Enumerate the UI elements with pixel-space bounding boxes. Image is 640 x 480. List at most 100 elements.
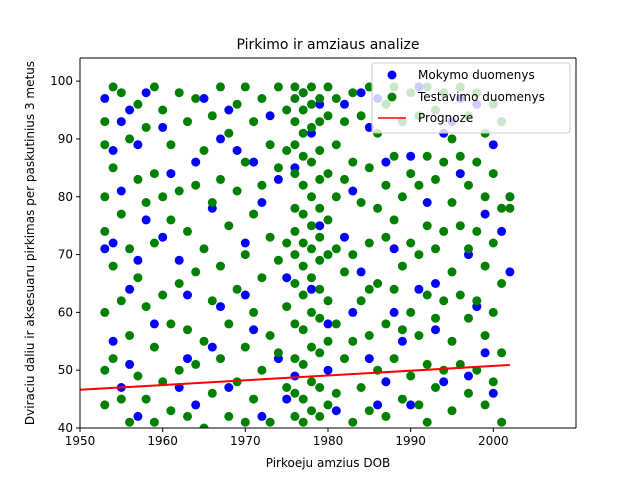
data-point (422, 198, 432, 207)
data-point (356, 267, 366, 277)
data-point (216, 174, 225, 184)
data-point (298, 128, 308, 138)
data-point (331, 94, 341, 103)
data-point (191, 94, 201, 103)
data-point (455, 290, 465, 300)
data-point (166, 215, 176, 225)
data-point (108, 163, 118, 173)
data-point (158, 192, 168, 202)
data-point (232, 284, 242, 294)
chart-title: Pirkimo ir amziaus analize (237, 37, 420, 53)
data-point (125, 244, 135, 254)
data-point (240, 342, 250, 352)
data-point (497, 279, 507, 288)
data-point (265, 331, 275, 340)
y-tick-label: 100 (50, 74, 73, 88)
data-point (431, 244, 440, 254)
data-point (389, 215, 399, 225)
data-point (141, 198, 151, 207)
data-point (323, 365, 333, 375)
data-point (348, 157, 358, 167)
data-point (397, 394, 407, 404)
data-point (298, 325, 308, 335)
data-point (373, 400, 383, 410)
data-point (307, 273, 316, 283)
data-point (290, 169, 300, 179)
data-point (439, 377, 449, 387)
data-point (381, 377, 391, 387)
data-point (290, 94, 300, 103)
data-point (340, 99, 349, 109)
data-point (389, 354, 399, 364)
data-point (348, 336, 358, 346)
data-point (307, 307, 316, 317)
data-point (191, 180, 201, 190)
data-point (356, 198, 366, 207)
data-point (455, 169, 465, 179)
data-point (439, 157, 449, 167)
data-point (414, 284, 424, 294)
data-point (431, 313, 440, 323)
data-point (100, 365, 110, 375)
data-point (133, 99, 143, 109)
data-point (488, 307, 498, 317)
data-point (273, 174, 283, 184)
data-point (340, 174, 349, 184)
data-point (298, 151, 308, 161)
data-point (116, 186, 126, 196)
data-point (331, 388, 341, 398)
data-point (307, 284, 316, 294)
data-point (257, 94, 267, 103)
data-point (323, 215, 333, 225)
data-point (364, 163, 374, 173)
y-tick-label: 60 (58, 305, 73, 319)
data-point (240, 250, 250, 260)
data-point (331, 406, 341, 416)
data-point (282, 238, 292, 248)
data-point (315, 411, 325, 421)
data-point (240, 238, 250, 248)
x-tick-label: 1990 (395, 434, 426, 448)
data-point (331, 244, 341, 254)
data-point (389, 284, 399, 294)
data-point (488, 169, 498, 179)
data-point (133, 255, 143, 265)
data-point (249, 209, 259, 219)
data-point (488, 238, 498, 248)
y-tick-label: 40 (58, 421, 73, 435)
data-point (307, 122, 316, 132)
data-point (447, 134, 457, 144)
data-point (307, 192, 316, 202)
data-point (348, 186, 358, 196)
data-point (348, 250, 358, 260)
data-point (232, 146, 242, 155)
series-2 (80, 364, 510, 391)
data-point (323, 296, 333, 306)
data-point (108, 146, 118, 155)
data-point (497, 348, 507, 358)
x-axis: 1950 1960 1970 1980 1990 2000 (65, 428, 509, 448)
data-point (265, 232, 275, 242)
data-point (207, 388, 217, 398)
data-point (290, 203, 300, 213)
data-point (199, 244, 209, 254)
data-point (224, 383, 234, 392)
data-point (447, 267, 457, 277)
data-point (141, 88, 151, 98)
data-point (422, 417, 432, 427)
data-point (199, 423, 209, 428)
data-point (397, 261, 407, 271)
data-point (174, 255, 184, 265)
data-point (100, 192, 110, 202)
data-point (323, 250, 333, 260)
data-point (125, 417, 135, 427)
legend-marker-testing (387, 92, 397, 102)
data-point (364, 331, 374, 340)
data-point (447, 198, 457, 207)
data-point (364, 238, 374, 248)
data-point (356, 88, 366, 98)
data-point (240, 82, 250, 92)
y-axis-label: Dviraciu daliu ir aksesuaru pirkimas per… (23, 61, 37, 425)
data-point (240, 157, 250, 167)
x-tick-label: 1960 (147, 434, 178, 448)
